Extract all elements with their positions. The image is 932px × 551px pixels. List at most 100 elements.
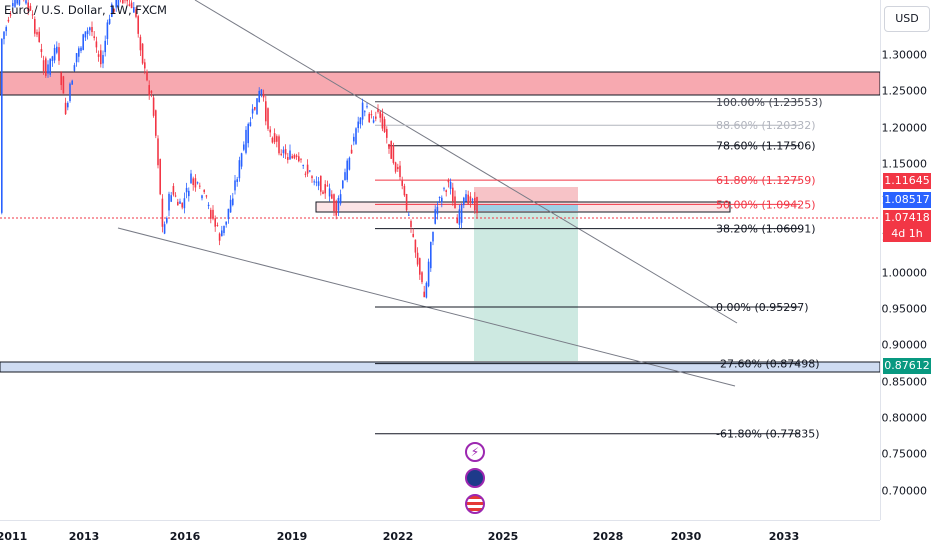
candle-body [256, 98, 258, 114]
candle-body [52, 56, 54, 61]
candle-body [206, 195, 208, 196]
candle-body [316, 182, 318, 183]
us-flag-icon[interactable] [465, 494, 485, 514]
candle-body [197, 182, 199, 183]
take-profit-zone [474, 209, 578, 361]
fib-618-badge: 1.11645 [883, 173, 931, 189]
price-tick: 1.00000 [882, 266, 928, 279]
candle-body [34, 19, 36, 34]
candle-body [43, 60, 45, 71]
candle-body [382, 114, 384, 129]
candle-body [456, 218, 458, 223]
candle-body [126, 0, 128, 1]
candle-body [390, 141, 392, 159]
candle-body [338, 198, 340, 211]
time-tick: 2011 [0, 530, 27, 543]
candle-body [375, 117, 377, 119]
candle-body [5, 27, 7, 31]
candle-body [476, 197, 478, 213]
candle-body [234, 180, 236, 190]
candle-body [228, 209, 230, 219]
price-tick: 0.70000 [882, 484, 928, 497]
candle-body [448, 180, 450, 182]
candle-body [236, 179, 238, 182]
price-tick: 1.15000 [882, 157, 928, 170]
candle-body [221, 230, 223, 236]
candle-body [465, 194, 467, 201]
chart-canvas[interactable]: 100.00% (1.23553)88.60% (1.20332)78.60% … [0, 0, 880, 520]
price-axis[interactable]: 1.300001.250001.200001.150001.100001.050… [880, 0, 932, 520]
time-tick: 2030 [671, 530, 702, 543]
chart-pane[interactable]: 100.00% (1.23553)88.60% (1.20332)78.60% … [0, 0, 880, 520]
candle-body [461, 205, 463, 223]
fib-50-badge: 1.08517 [883, 192, 931, 208]
candle-body [47, 64, 49, 73]
candle-body [335, 201, 337, 216]
globe-icon[interactable] [465, 468, 485, 488]
candle-body [318, 181, 320, 185]
candle-body [190, 174, 192, 184]
candle-body [386, 129, 388, 138]
candle-body [443, 188, 445, 189]
candle-body [188, 191, 190, 196]
price-tick: 0.85000 [882, 375, 928, 388]
candle-body [412, 234, 414, 237]
candle-body [87, 31, 89, 35]
candle-body [63, 76, 65, 93]
time-tick: 2019 [277, 530, 308, 543]
symbol-title[interactable]: Euro / U.S. Dollar, 1W, FXCM [4, 3, 167, 17]
candle-body [159, 159, 161, 194]
candle-body [432, 232, 434, 242]
candle-body [331, 194, 333, 198]
candle-body [89, 27, 91, 30]
candle-body [408, 215, 410, 216]
candle-body [362, 103, 364, 120]
candle-body [192, 178, 194, 185]
candle-body [276, 136, 278, 142]
candle-body [258, 91, 260, 102]
price-tick: 0.90000 [882, 339, 928, 352]
candle-body [344, 172, 346, 180]
candle-body [208, 205, 210, 206]
candle-body [360, 118, 362, 124]
candle-body [164, 224, 166, 233]
candle-body [54, 48, 56, 60]
candle-body [195, 178, 197, 187]
candle-body [265, 101, 267, 121]
candle-body [151, 91, 153, 93]
candle-body [353, 137, 355, 142]
candle-body [263, 94, 265, 98]
candle-body [261, 90, 263, 95]
candle-body [274, 133, 276, 142]
candle-body [410, 221, 412, 227]
candle-body [65, 103, 67, 114]
candle-body [170, 195, 172, 202]
time-tick: 2025 [488, 530, 519, 543]
candle-body [404, 186, 406, 195]
candle-body [313, 181, 315, 182]
time-tick: 2022 [383, 530, 414, 543]
candle-body [278, 136, 280, 153]
candle-body [324, 184, 326, 193]
candle-body [280, 154, 282, 155]
currency-button[interactable]: USD [884, 6, 930, 32]
candle-body [41, 49, 43, 52]
price-tick: 1.20000 [882, 121, 928, 134]
candle-body [184, 198, 186, 208]
candle-body [250, 122, 252, 126]
candle-body [445, 190, 447, 192]
candle-body [393, 146, 395, 163]
candle-body [212, 210, 214, 219]
candle-body [373, 120, 375, 122]
candle-body [302, 165, 304, 166]
candle-body [80, 48, 82, 51]
candle-body [415, 240, 417, 253]
candle-body [333, 194, 335, 211]
candle-body [247, 124, 249, 143]
time-tick: 2028 [593, 530, 624, 543]
fib-label: 61.80% (1.12759) [716, 174, 816, 187]
fib-label: 78.60% (1.17506) [716, 140, 816, 153]
candle-body [309, 170, 311, 171]
flash-icon[interactable]: ⚡ [465, 442, 485, 462]
